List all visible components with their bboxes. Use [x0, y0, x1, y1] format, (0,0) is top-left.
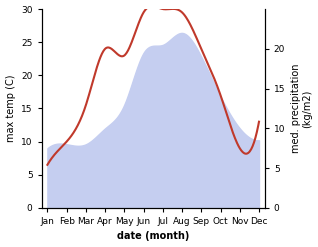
X-axis label: date (month): date (month) — [117, 231, 190, 242]
Y-axis label: med. precipitation
(kg/m2): med. precipitation (kg/m2) — [291, 64, 313, 153]
Y-axis label: max temp (C): max temp (C) — [5, 75, 16, 142]
